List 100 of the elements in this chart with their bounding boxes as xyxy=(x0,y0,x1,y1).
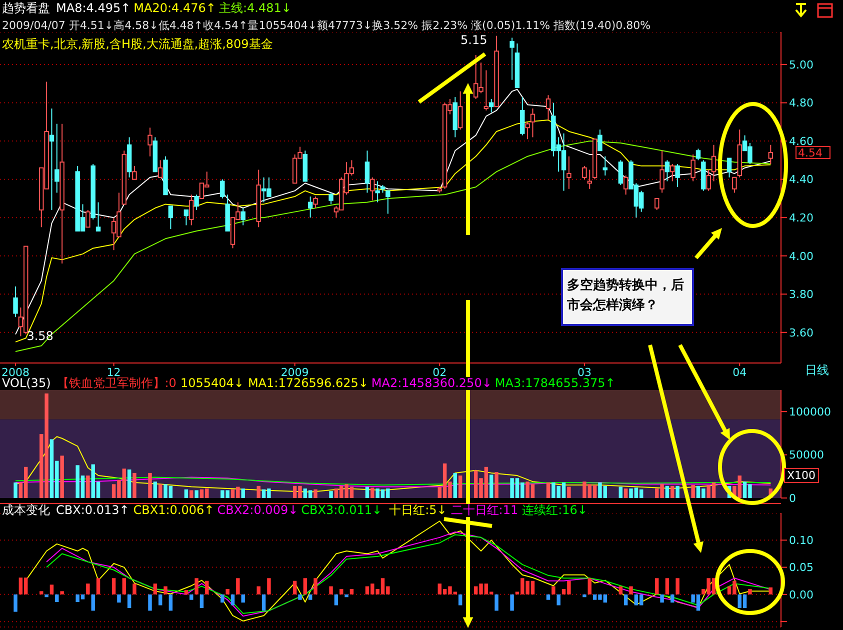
bar xyxy=(676,578,680,594)
bar xyxy=(458,594,462,606)
candlestick xyxy=(726,158,732,178)
candlestick xyxy=(132,165,137,180)
bar xyxy=(267,578,271,594)
candlestick xyxy=(566,156,572,190)
bar xyxy=(190,490,194,498)
candlestick xyxy=(54,123,60,194)
candlestick xyxy=(194,194,199,210)
bar xyxy=(96,578,100,594)
bar xyxy=(148,594,152,611)
candlestick xyxy=(220,178,225,199)
bar xyxy=(153,584,158,594)
y-tick-label: 100000 xyxy=(789,406,831,419)
bar xyxy=(303,578,308,594)
bar xyxy=(220,594,224,603)
y-tick-label: 3.80 xyxy=(789,288,814,302)
y-tick-label: 5.00 xyxy=(789,58,814,72)
bar xyxy=(153,482,158,498)
y-tick-label: 0.05 xyxy=(789,561,814,574)
candlestick xyxy=(768,144,774,165)
bar xyxy=(14,482,18,498)
chart-subtitle: 【铁血党卫军制作】:0 xyxy=(56,376,176,390)
y-tick-label: 4.80 xyxy=(789,96,814,110)
bar xyxy=(582,594,586,598)
bar xyxy=(655,578,659,594)
candlestick xyxy=(654,198,660,210)
bar xyxy=(350,589,354,594)
bar xyxy=(86,584,90,594)
candlestick xyxy=(618,160,624,186)
bar xyxy=(458,476,462,498)
bar xyxy=(184,489,188,498)
text: MA8:4.495↑ xyxy=(56,1,131,15)
text: MA3:1784655.375↑ xyxy=(494,376,616,390)
y-tick-label: 4.60 xyxy=(789,134,814,148)
candlestick xyxy=(328,192,334,205)
candlestick xyxy=(189,194,194,226)
bar xyxy=(588,578,592,594)
bar xyxy=(660,594,664,603)
annotation: 多空趋势转换中，后市会怎样演绎？ xyxy=(561,268,694,326)
bar xyxy=(190,594,194,600)
bar xyxy=(262,594,266,611)
bar xyxy=(194,578,198,594)
bar xyxy=(365,486,370,498)
candlestick xyxy=(168,206,174,230)
annotation: CBX:0.013↑ xyxy=(56,503,130,517)
candlestick xyxy=(13,286,18,318)
bar xyxy=(618,586,623,594)
bar xyxy=(494,472,498,498)
y-tick-label: 0 xyxy=(789,492,796,505)
y-tick-label: 4.20 xyxy=(789,211,814,224)
bar xyxy=(241,594,245,603)
text: 日线 xyxy=(805,362,829,379)
bar xyxy=(60,456,64,498)
bar xyxy=(748,589,752,594)
text: MA20:4.476↑ xyxy=(134,1,216,15)
candlestick xyxy=(690,154,696,182)
bar xyxy=(292,580,297,594)
bar xyxy=(158,594,162,606)
y-tick-label: 3.60 xyxy=(789,326,814,340)
bar xyxy=(194,490,198,498)
bar xyxy=(117,594,121,603)
bar xyxy=(200,594,204,608)
candlestick xyxy=(660,150,664,194)
candlestick xyxy=(587,169,592,190)
annotation: 农机重卡,北京,新股,含H股,大流通盘,超涨,809基金 xyxy=(2,36,273,53)
bar xyxy=(618,486,623,498)
candlestick xyxy=(664,160,670,182)
bar xyxy=(489,474,494,498)
chart-title: 趋势看盘 xyxy=(2,1,50,15)
bar xyxy=(665,578,670,594)
annotation: 连续红:16↓ xyxy=(522,503,588,517)
text: CBX2:0.009↓ xyxy=(217,503,298,517)
candlestick xyxy=(158,160,163,178)
bar xyxy=(494,594,498,611)
bar xyxy=(556,594,560,606)
candlestick xyxy=(582,165,587,180)
y-tick-label: 4.00 xyxy=(789,250,814,263)
x-tick-label: 04 xyxy=(732,366,747,379)
candlestick xyxy=(706,169,711,192)
bar xyxy=(184,590,188,594)
bar xyxy=(308,594,312,600)
bar xyxy=(132,472,136,498)
bar xyxy=(256,586,260,594)
bar xyxy=(314,489,318,498)
candlestick xyxy=(148,127,152,157)
annotation: 十日红:5↓ xyxy=(389,503,447,517)
y-tick-label: 0.10 xyxy=(789,534,814,548)
bar xyxy=(226,589,230,594)
bar xyxy=(44,594,48,598)
bar xyxy=(546,482,550,498)
candlestick xyxy=(623,174,628,196)
candlestick xyxy=(510,37,514,80)
chart-title: VOL(35) xyxy=(2,376,51,390)
candlestick xyxy=(240,208,246,226)
bar xyxy=(122,578,126,594)
annotation: 5.15 xyxy=(460,32,488,47)
text: MA1:1726596.625↓ xyxy=(248,376,368,390)
bar xyxy=(670,486,674,498)
bar xyxy=(298,594,302,600)
